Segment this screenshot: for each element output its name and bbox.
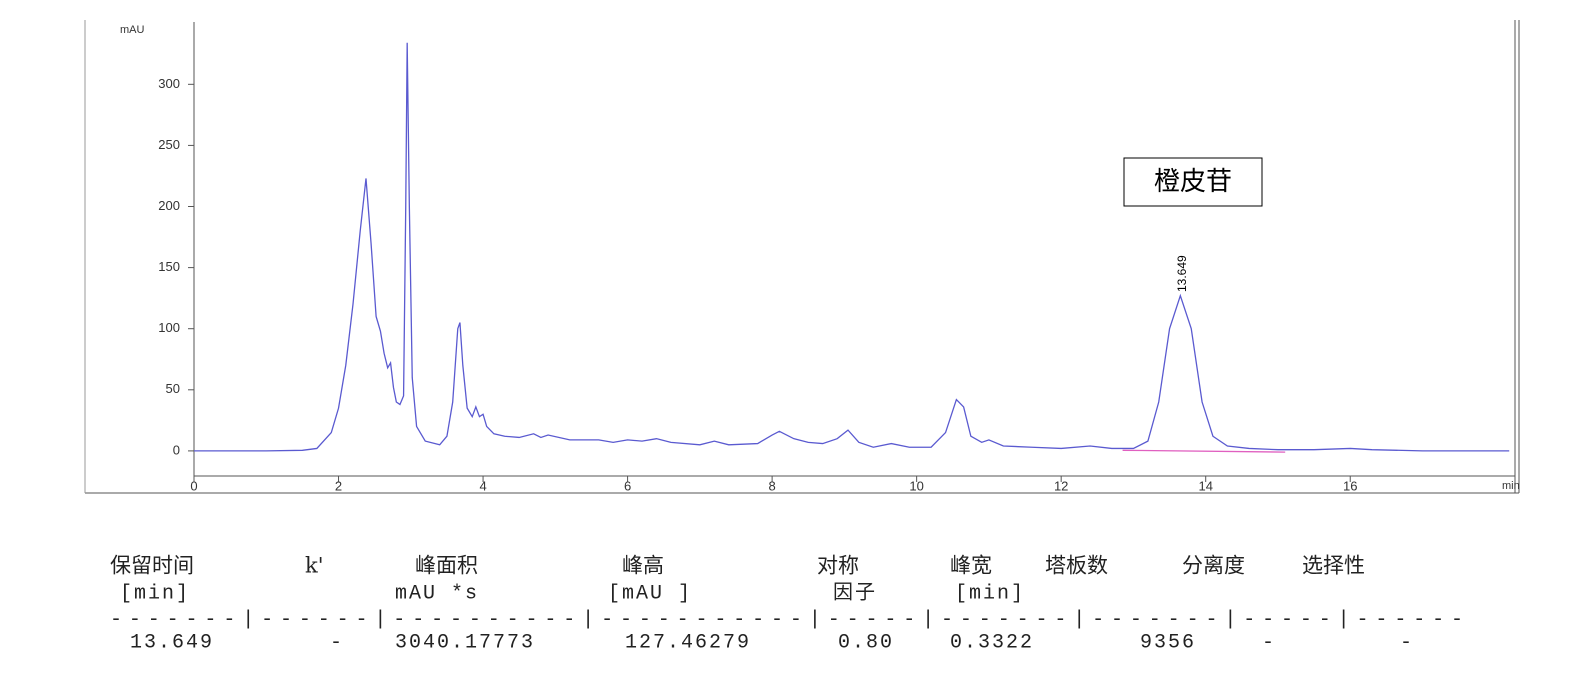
x-tick-label: 12 [1054,478,1068,493]
x-tick-label: 14 [1198,478,1212,493]
table-header: 选择性 [1302,554,1365,578]
table-cell: - [330,631,344,654]
x-tick-label: 6 [624,478,631,493]
y-tick-label: 0 [173,442,180,457]
x-tick-label: 4 [479,478,486,493]
table-header: 峰面积 [415,554,478,578]
annotation-box [1123,157,1263,207]
table-cell: 9356 [1140,631,1196,654]
table-cell: 0.3322 [950,631,1034,654]
table-header: k' [305,554,324,578]
y-tick-label: 300 [158,76,180,91]
x-tick-label: 16 [1343,478,1357,493]
y-axis-label: mAU [120,24,145,36]
table-cell: - [1262,631,1276,654]
table-cell: 13.649 [130,631,214,654]
x-tick-label: 10 [909,478,923,493]
table-header: 分离度 [1182,554,1245,578]
x-tick-label: 8 [769,478,776,493]
y-tick-label: 200 [158,198,180,213]
table-separator: -------|------|----------|-----------|--… [110,608,1465,631]
table-cell: 0.80 [838,631,894,654]
table-header: mAU *s [395,582,479,605]
x-axis-label: min [1502,480,1520,492]
table-header: 保留时间 [110,554,194,578]
table-cell: - [1400,631,1414,654]
table-cell: 127.46279 [625,631,751,654]
table-header: [mAU ] [608,582,692,605]
y-tick-label: 250 [158,137,180,152]
y-tick-label: 150 [158,259,180,274]
x-tick-label: 2 [335,478,342,493]
y-tick-label: 50 [166,381,180,396]
table-cell: 3040.17773 [395,631,535,654]
table-header: 因子 [833,581,877,605]
x-tick-label: 0 [190,478,197,493]
y-tick-label: 100 [158,320,180,335]
table-header: 塔板数 [1045,554,1108,578]
table-header: 峰宽 [950,554,992,578]
baseline [1122,449,1286,453]
table-header: 对称 [817,554,859,578]
peak-label: 13.649 [1175,255,1189,292]
table-header: [min] [120,582,190,605]
annotation: 橙皮苷 [1154,167,1232,197]
table-header: [min] [955,582,1025,605]
table-header: 峰高 [622,554,664,578]
trace [194,42,1510,452]
